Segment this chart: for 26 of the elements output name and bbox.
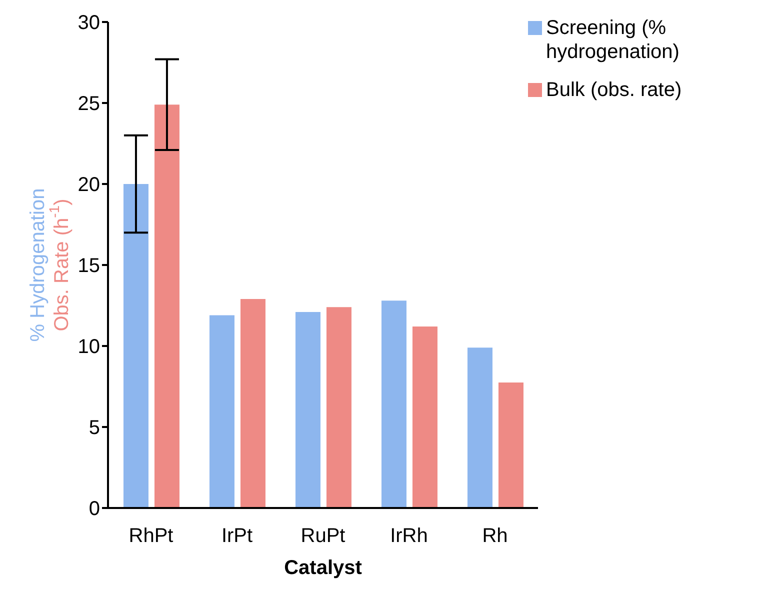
y-tick-label: 15 [78,255,100,278]
bar [154,104,180,508]
x-axis-title: Catalyst [284,557,362,579]
bar [381,300,406,508]
bar [209,315,234,508]
y-tick-label: 5 [88,417,100,440]
y-tick-label: 30 [78,12,100,34]
x-tick-label: RhPt [128,525,174,548]
bar [295,312,320,508]
bar [326,307,352,508]
legend-label: Bulk (obs. rate) [546,78,682,102]
text: % Hydrogenation [27,188,49,342]
legend-label: Screening (% hydrogenation) [546,16,680,64]
x-tick-label: IrRh [390,525,428,548]
y-tick-label: 25 [78,93,100,116]
bar [498,382,524,508]
bar [467,348,492,508]
y-tick-label: 20 [78,174,100,196]
bar [240,299,266,508]
y-tick-label: 0 [88,498,100,520]
bar [123,184,148,508]
y-tick-label: 10 [78,336,100,358]
x-tick-label: RuPt [300,525,346,548]
bar [412,326,438,508]
x-tick-label: IrPt [221,525,253,548]
x-tick-label: Rh [482,525,508,548]
